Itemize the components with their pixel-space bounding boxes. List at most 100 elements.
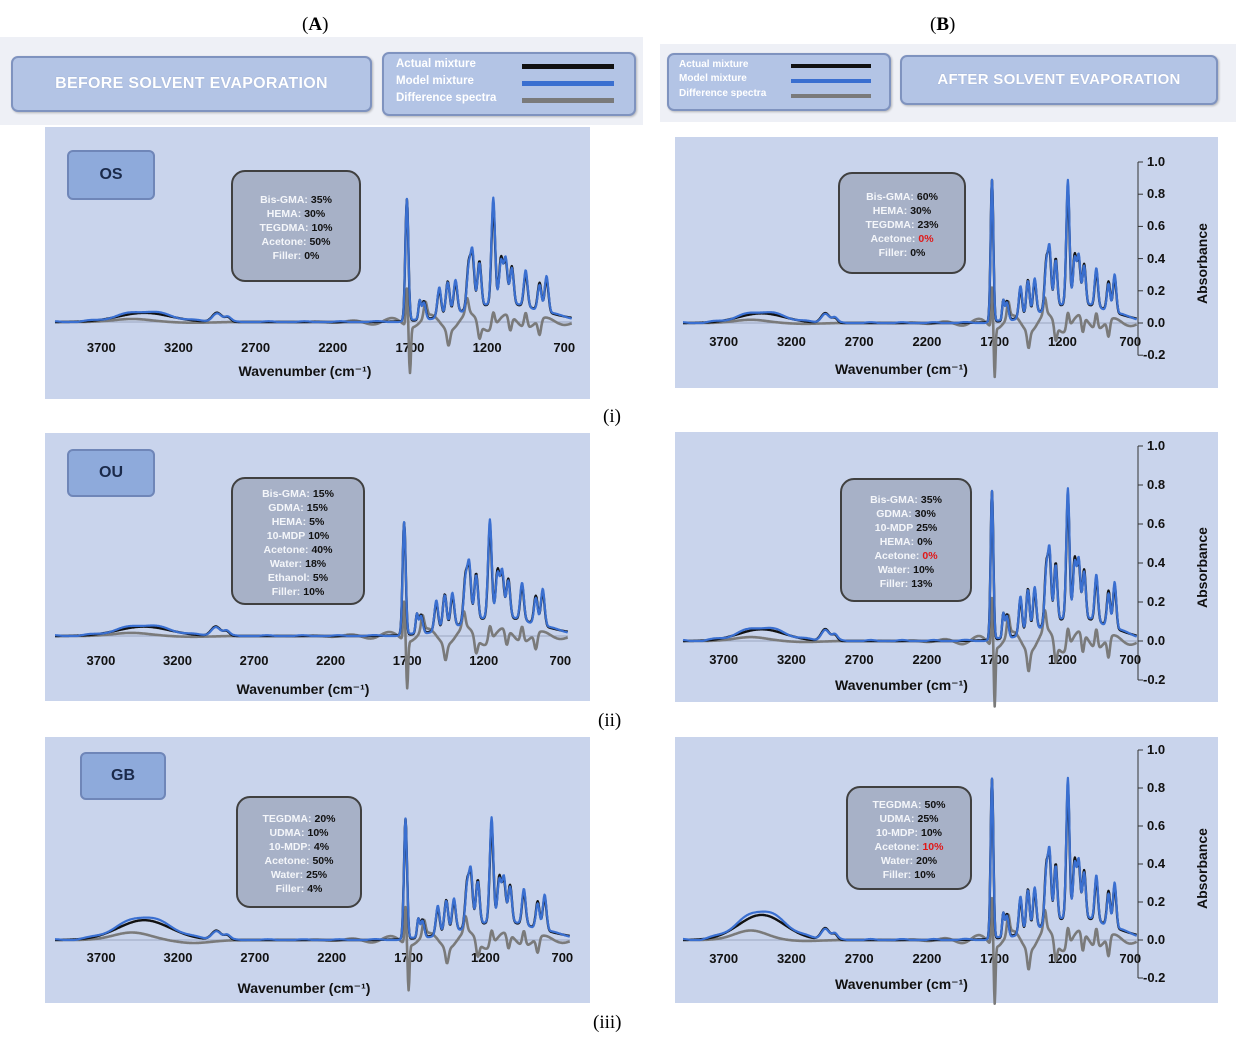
component-percent: 20%	[314, 813, 336, 825]
component-percent: 40%	[311, 544, 333, 556]
component-name: HEMA:	[271, 516, 307, 528]
composition-row: TEGDMA: 23%	[840, 218, 964, 232]
composition-row: HEMA: 0%	[842, 535, 970, 549]
component-name: TEGDMA:	[865, 219, 915, 231]
composition-row: Filler: 10%	[233, 585, 363, 599]
component-name: UDMA:	[879, 813, 915, 825]
y-tick-label: 0.4	[1147, 250, 1166, 266]
x-tick-label: 3200	[776, 334, 806, 349]
component-name: HEMA:	[266, 208, 302, 220]
component-name: Filler:	[275, 883, 305, 895]
x-tick-label: 1700	[395, 340, 425, 355]
composition-row: Filler: 10%	[848, 868, 970, 882]
component-name: HEMA:	[872, 205, 908, 217]
component-name: Filler:	[878, 247, 908, 259]
component-percent: 10%	[914, 869, 936, 881]
x-tick-label: 1200	[1047, 951, 1077, 966]
component-percent: 30%	[910, 205, 932, 217]
component-percent: 20%	[916, 855, 938, 867]
composition-box: Bis-GMA: 35% HEMA: 30% TEGDMA: 10% Acetone: 50%…	[231, 170, 361, 282]
component-name: Ethanol:	[267, 572, 310, 584]
x-axis-title: Wavenumber (cm⁻¹)	[237, 980, 371, 996]
composition-box: Bis-GMA: 60% HEMA: 30% TEGDMA: 23% Acetone: 0% F…	[838, 172, 966, 274]
y-tick-label: 0.0	[1147, 633, 1166, 648]
component-name: Bis-GMA:	[866, 191, 914, 203]
component-percent: 10%	[922, 841, 944, 853]
legend-diff-label: Difference spectra	[679, 88, 767, 99]
component-name: TEGDMA:	[872, 799, 922, 811]
after-evaporation-header: AFTER SOLVENT EVAPORATION	[900, 55, 1218, 105]
composition-row: Water: 18%	[233, 557, 363, 571]
y-tick-label: 0.8	[1147, 477, 1166, 492]
composition-row: Acetone: 10%	[848, 840, 970, 854]
component-name: 10-MDP:	[268, 841, 311, 853]
composition-row: 10-MDP 10%	[233, 529, 363, 543]
component-percent: 30%	[914, 508, 936, 520]
composition-row: Filler: 0%	[840, 246, 964, 260]
component-name: Acetone:	[874, 550, 920, 562]
component-percent: 0%	[917, 536, 933, 548]
x-axis-title: Wavenumber (cm⁻¹)	[238, 363, 372, 379]
component-name: Acetone:	[870, 233, 916, 245]
y-tick-label: 0.6	[1147, 218, 1166, 234]
x-tick-label: 3200	[776, 951, 806, 966]
composition-row: HEMA: 30%	[840, 204, 964, 218]
component-name: HEMA:	[879, 536, 915, 548]
component-name: 10-MDP	[266, 530, 306, 542]
legend-actual-swatch	[522, 64, 614, 69]
component-percent: 50%	[312, 855, 334, 867]
composition-row: Water: 20%	[848, 854, 970, 868]
legend-diff-swatch	[522, 98, 614, 103]
legend-model-label: Model mixture	[679, 73, 747, 84]
component-name: UDMA:	[269, 827, 305, 839]
composition-row: HEMA: 5%	[233, 515, 363, 529]
x-tick-label: 700	[551, 950, 574, 965]
component-percent: 4%	[307, 883, 323, 895]
component-percent: 5%	[312, 572, 329, 584]
composition-row: TEGDMA: 10%	[233, 221, 359, 235]
y-tick-label: 1.0	[1147, 742, 1166, 757]
x-tick-label: 3200	[163, 950, 193, 965]
x-tick-label: 3700	[709, 951, 739, 966]
component-name: 10-MDP	[874, 522, 914, 534]
legend-actual-label: Actual mixture	[396, 58, 476, 70]
before-evaporation-header: BEFORE SOLVENT EVAPORATION	[11, 56, 372, 112]
component-percent: 10%	[311, 222, 333, 234]
y-tick-label: 0.2	[1147, 282, 1166, 298]
component-percent: 35%	[310, 194, 332, 206]
x-tick-label: 3700	[709, 334, 739, 349]
composition-box: Bis-GMA: 35% GDMA: 30% 10-MDP 25% HEMA: 0% Aceto…	[840, 478, 972, 602]
x-tick-label: 1700	[980, 951, 1010, 966]
y-tick-label: -0.2	[1143, 970, 1166, 985]
x-tick-label: 3700	[709, 652, 739, 667]
composition-row: Bis-GMA: 15%	[233, 487, 363, 501]
component-percent: 4%	[313, 841, 330, 853]
component-name: GDMA:	[876, 508, 912, 520]
x-tick-label: 2200	[912, 652, 942, 667]
component-name: Water:	[880, 855, 914, 867]
legend-diff-swatch	[791, 94, 871, 98]
legend-actual-label: Actual mixture	[679, 59, 749, 70]
composition-row: Acetone: 0%	[840, 232, 964, 246]
y-tick-label: -0.2	[1143, 672, 1166, 687]
y-tick-label: 0.0	[1147, 315, 1166, 330]
y-tick-label: 0.2	[1147, 894, 1166, 909]
x-axis-title: Wavenumber (cm⁻¹)	[236, 681, 370, 697]
y-tick-label: -0.2	[1143, 347, 1166, 363]
x-tick-label: 2200	[317, 950, 347, 965]
x-tick-label: 2700	[241, 340, 271, 355]
x-tick-label: 3700	[86, 340, 116, 355]
y-tick-label: 0.2	[1147, 594, 1166, 609]
y-tick-label: 1.0	[1147, 154, 1166, 169]
composition-row: 10-MDP 25%	[842, 521, 970, 535]
y-tick-label: 1.0	[1147, 438, 1166, 453]
x-tick-label: 3200	[776, 652, 806, 667]
x-tick-label: 700	[549, 653, 572, 668]
component-name: Acetone:	[264, 855, 310, 867]
composition-row: GDMA: 30%	[842, 507, 970, 521]
component-percent: 10%	[308, 530, 330, 542]
sample-tag-os: OS	[67, 150, 155, 200]
component-name: Filler:	[271, 586, 301, 598]
legend-model-label: Model mixture	[396, 75, 474, 87]
component-percent: 25%	[306, 869, 328, 881]
